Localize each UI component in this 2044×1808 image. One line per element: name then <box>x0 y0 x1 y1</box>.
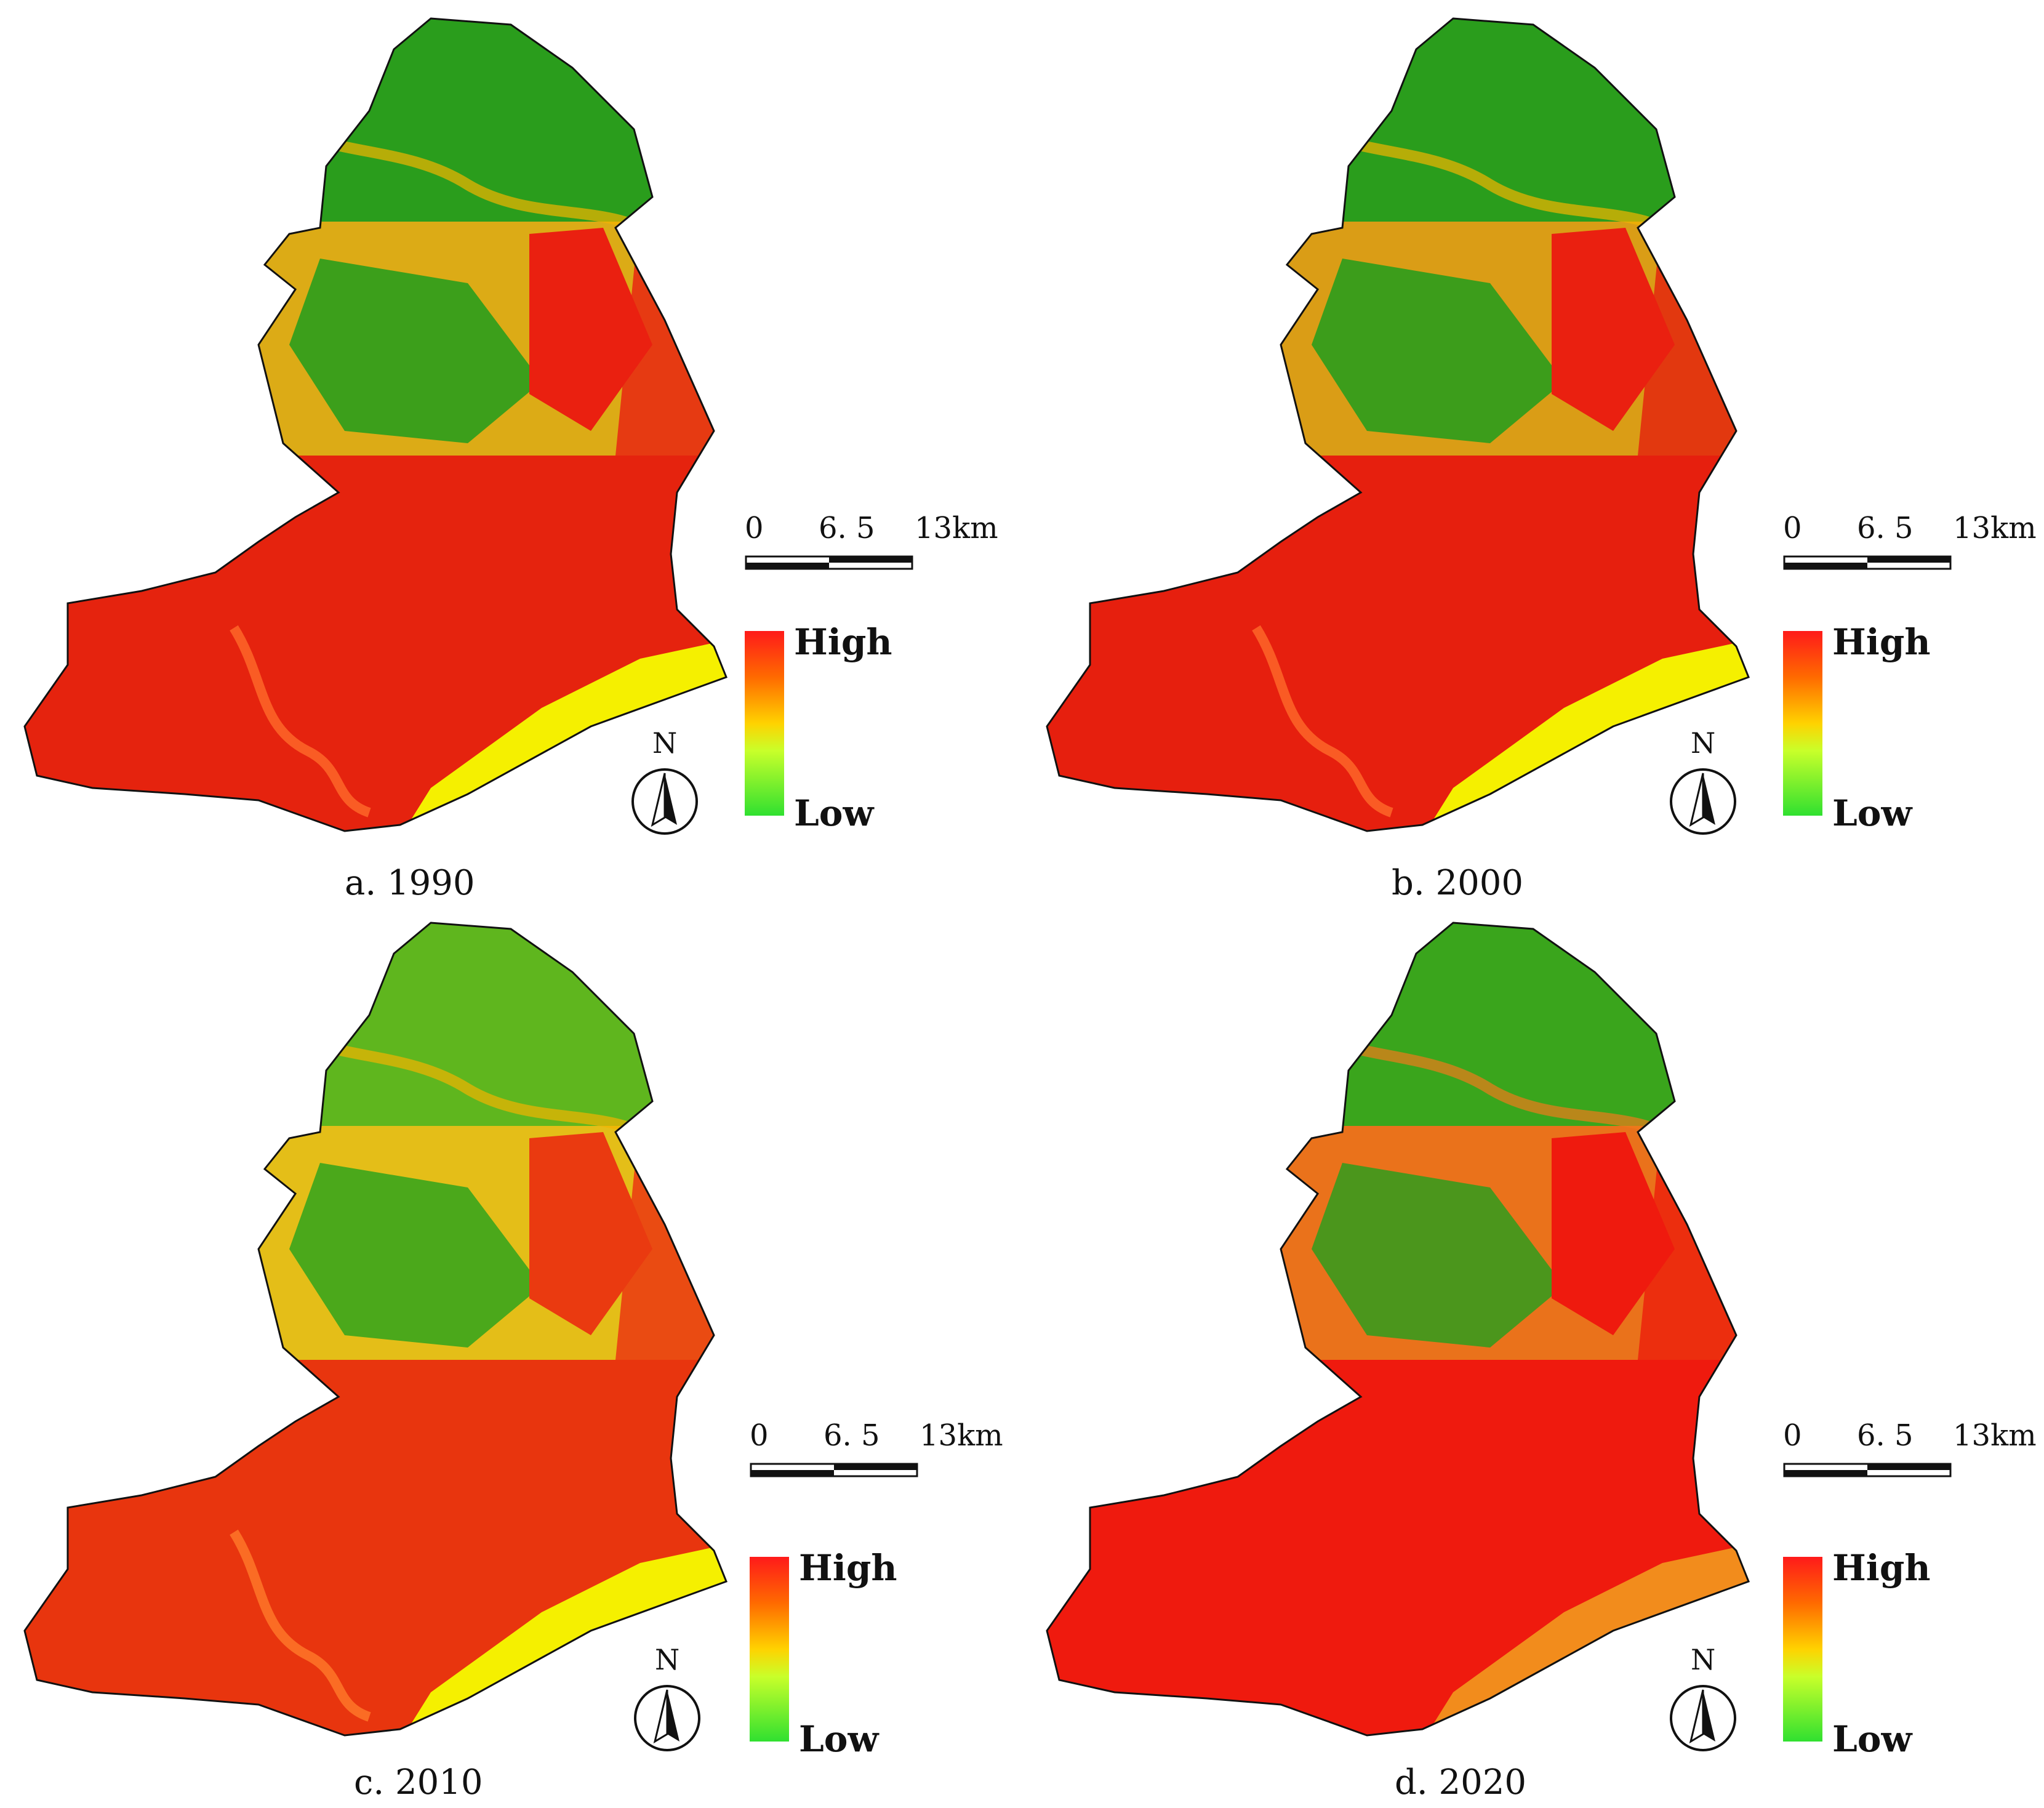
scale-end: 13km <box>920 1418 1003 1453</box>
panel-caption: d. 2020 <box>1395 1762 1526 1802</box>
north-arrow: N <box>628 726 708 843</box>
region-map <box>23 922 727 1737</box>
panel-caption: a. 1990 <box>345 863 475 903</box>
boundary-outline <box>23 922 727 1737</box>
scale-bar-graphic <box>1783 1463 1952 1477</box>
scale-zero: 0 <box>745 511 764 545</box>
map-panel-2000: 0 6. 5 13km High Low N b. 2000 <box>1022 0 2044 904</box>
north-label: N <box>1691 1643 1716 1676</box>
north-label: N <box>652 726 678 760</box>
legend-low-label: Low <box>1832 1718 1912 1760</box>
urban-patch <box>1552 228 1675 431</box>
map-panel-1990: 0 6. 5 13km High Low N a. 1990 <box>0 0 1022 904</box>
legend: High Low <box>1783 621 1980 834</box>
urban-patch <box>529 1132 652 1335</box>
scale-bar: 0 6. 5 13km <box>1783 1418 2042 1486</box>
north-label: N <box>655 1643 680 1676</box>
scale-bar-graphic <box>1783 555 1952 570</box>
legend-high-label: High <box>799 1547 897 1589</box>
north-zone <box>25 18 726 222</box>
scale-mid: 6. 5 <box>1857 1418 1914 1453</box>
forest-patch <box>289 259 542 443</box>
scale-bar: 0 6. 5 13km <box>745 511 1003 579</box>
boundary-outline <box>1046 922 1750 1737</box>
north-arrow: N <box>630 1643 710 1760</box>
legend-color-ramp <box>1783 631 1822 816</box>
legend-low-label: Low <box>799 1718 879 1760</box>
legend: High Low <box>1783 1547 1980 1760</box>
map-panel-2010: 0 6. 5 13km High Low N c. 2010 <box>0 904 1022 1808</box>
legend-high-label: High <box>1832 621 1931 663</box>
scale-end: 13km <box>1953 1418 2037 1453</box>
north-arrow-icon <box>1670 768 1736 835</box>
urban-patch <box>529 228 652 431</box>
legend-color-ramp <box>1783 1557 1822 1742</box>
scale-end: 13km <box>915 511 998 545</box>
scale-bar-graphic <box>745 555 913 570</box>
north-arrow-icon <box>631 768 698 835</box>
panel-caption: c. 2010 <box>354 1762 483 1802</box>
north-arrow: N <box>1666 1643 1746 1760</box>
legend-color-ramp <box>745 631 784 816</box>
scale-end: 13km <box>1953 511 2037 545</box>
panel-caption: b. 2000 <box>1392 863 1523 903</box>
boundary-outline <box>1046 17 1750 832</box>
scale-zero: 0 <box>750 1418 769 1453</box>
legend-low-label: Low <box>1832 792 1912 834</box>
scale-bar: 0 6. 5 13km <box>750 1418 1008 1486</box>
north-arrow: N <box>1666 726 1746 843</box>
region-map <box>1046 922 1750 1737</box>
legend-color-ramp <box>750 1557 789 1742</box>
scale-bar-graphic <box>750 1463 918 1477</box>
north-zone <box>1047 923 1749 1126</box>
scale-zero: 0 <box>1783 511 1802 545</box>
forest-patch <box>289 1163 542 1348</box>
region-map <box>23 17 727 832</box>
forest-patch <box>1312 259 1564 443</box>
map-panel-2020: 0 6. 5 13km High Low N d. 2020 <box>1022 904 2044 1808</box>
legend: High Low <box>750 1547 947 1760</box>
north-arrow-icon <box>634 1685 700 1751</box>
legend: High Low <box>745 621 942 834</box>
boundary-outline <box>23 17 727 832</box>
north-zone <box>25 923 726 1126</box>
north-arrow-icon <box>1670 1685 1736 1751</box>
north-label: N <box>1691 726 1716 760</box>
region-map <box>1046 17 1750 832</box>
scale-mid: 6. 5 <box>819 511 875 545</box>
legend-high-label: High <box>1832 1547 1931 1589</box>
north-zone <box>1047 18 1749 222</box>
forest-patch <box>1312 1163 1564 1348</box>
urban-patch <box>1552 1132 1675 1335</box>
scale-zero: 0 <box>1783 1418 1802 1453</box>
scale-bar: 0 6. 5 13km <box>1783 511 2042 579</box>
scale-mid: 6. 5 <box>824 1418 880 1453</box>
scale-mid: 6. 5 <box>1857 511 1914 545</box>
legend-low-label: Low <box>794 792 874 834</box>
legend-high-label: High <box>794 621 892 663</box>
